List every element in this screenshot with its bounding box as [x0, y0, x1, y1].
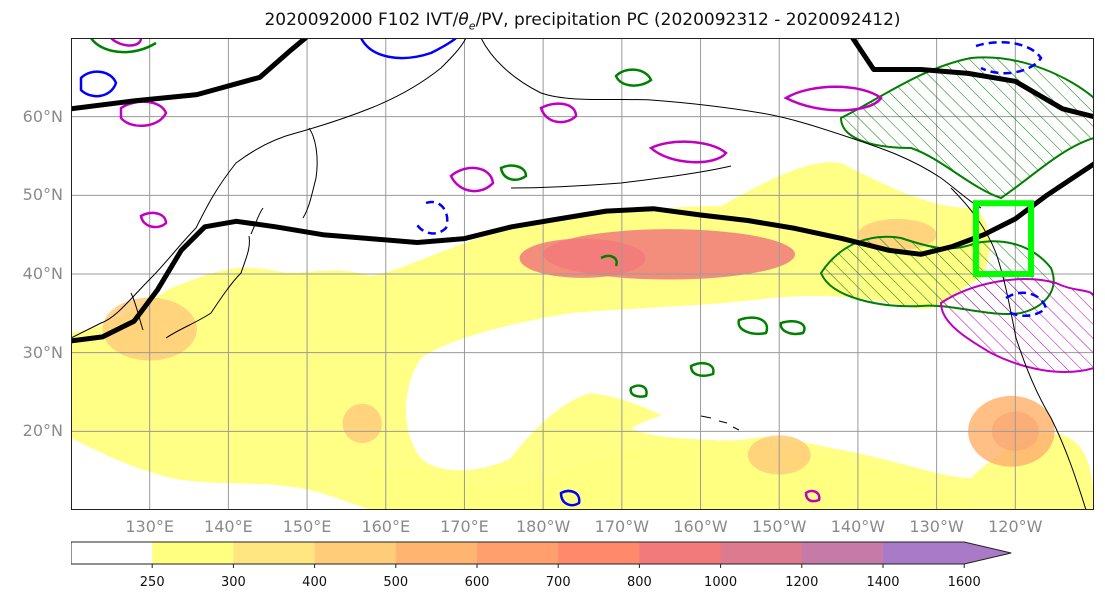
- lat-label: 40°N: [22, 264, 63, 283]
- japan: [165, 207, 264, 339]
- target-region-box: [972, 200, 1035, 277]
- lon-label: 120°W: [988, 517, 1043, 536]
- precip-contour-bering: [539, 102, 578, 124]
- colorbar-tick-label: 1200: [785, 575, 819, 590]
- lon-label: 170°W: [594, 517, 650, 536]
- colorbar-segment: [233, 542, 316, 564]
- colorbar-segment: [720, 542, 803, 564]
- ivt-colorbar: [71, 541, 1012, 568]
- theta-contour-small5: [600, 254, 618, 267]
- asia-coast: [71, 38, 467, 339]
- ivt-shading: [71, 162, 1094, 510]
- pv-contour-ne: [975, 40, 1043, 75]
- precip-hatch-coast: [939, 278, 1094, 374]
- ivt-west-corner: [71, 268, 113, 330]
- lat-label: 60°N: [22, 106, 63, 126]
- colorbar-tick-label: 700: [545, 575, 571, 590]
- colorbar-outline: [71, 541, 1012, 565]
- alaska-coast: [480, 38, 982, 209]
- precip-contour-alaska: [783, 85, 883, 112]
- hawaii: [700, 415, 740, 431]
- jet-axis-north: [71, 38, 310, 112]
- colorbar-segment: [639, 542, 722, 564]
- theta-contour-small1: [689, 362, 715, 377]
- colorbar-tick-label: 1400: [866, 575, 900, 590]
- ivt-low-east: [371, 443, 971, 510]
- aleutians: [510, 165, 732, 189]
- coastlines: [71, 38, 1087, 510]
- theta-contour-north: [614, 68, 653, 87]
- colorbar-segment: [883, 542, 965, 564]
- precip-contours: [110, 38, 883, 503]
- colorbar-tick-label: 600: [464, 575, 490, 590]
- map-panel: [71, 38, 1094, 510]
- lon-label: 150°W: [752, 517, 807, 536]
- colorbar-tick-label: 1600: [947, 575, 981, 590]
- precip-contour-nw: [110, 38, 143, 47]
- pv-contour-nw: [79, 70, 118, 98]
- lon-label: 180°W: [515, 517, 571, 536]
- lon-label: 130°W: [909, 517, 964, 536]
- lon-label: 130°E: [125, 517, 175, 536]
- pv-contour-n: [359, 38, 457, 60]
- theta-contours: [89, 38, 806, 398]
- theta-hatch-alaska: [839, 56, 1094, 200]
- colorbar-tick-label: 1000: [704, 575, 738, 590]
- pv-contour-small: [559, 489, 581, 507]
- korea: [130, 292, 144, 331]
- map-canvas: [71, 38, 1094, 510]
- ivt-clear-south: [71, 438, 371, 510]
- colorbar-tick-label: 500: [383, 575, 409, 590]
- jet-axis-line: [71, 161, 1094, 344]
- lon-label: 140°E: [204, 517, 253, 536]
- lon-label: 170°E: [440, 517, 489, 536]
- lat-label: 50°N: [22, 185, 63, 205]
- ivt-maximum-1: [519, 238, 646, 278]
- colorbar-segment: [477, 542, 559, 564]
- colorbar-tick-label: 300: [220, 575, 246, 590]
- na-west-coast: [950, 187, 1087, 510]
- map-title: 2020092000 F102 IVT/θe/PV, precipitation…: [264, 10, 901, 33]
- colorbar-segment: [801, 542, 884, 564]
- kamchatka: [302, 127, 318, 219]
- theta-contour-small4: [629, 384, 648, 398]
- lat-label: 20°N: [22, 421, 63, 441]
- lon-label: 150°E: [282, 517, 332, 536]
- colorbar-segment: [71, 542, 153, 564]
- pv-contour-coast: [1005, 291, 1048, 317]
- colorbar-segment: [395, 542, 478, 564]
- colorbar-segment: [314, 542, 397, 564]
- colorbar-extend-arrow: [964, 542, 1012, 564]
- colorbar-tick-label: 800: [626, 575, 652, 590]
- colorbar-tick-label: 400: [302, 575, 328, 590]
- ivt-band-west: [71, 162, 1094, 510]
- lon-label: 140°W: [830, 517, 886, 536]
- lon-label: 160°E: [361, 517, 411, 536]
- colorbar-segment: [558, 542, 640, 564]
- precip-contour-west: [139, 211, 168, 229]
- theta-contour-mid: [499, 164, 528, 181]
- precip-contour-kamchatka: [119, 100, 168, 127]
- theta-contour-small3: [779, 319, 806, 336]
- colorbar-segment: [152, 542, 234, 564]
- precip-contour-east: [648, 140, 728, 164]
- precip-contour-hi: [804, 489, 821, 503]
- pv-contours: [79, 38, 1048, 507]
- colorbar-tick-label: 250: [139, 575, 165, 590]
- jet-axis-north-east: [849, 38, 1094, 120]
- ivt-maximum-5: [342, 403, 382, 444]
- ivt-clear-hawaii: [631, 407, 777, 441]
- lat-label: 30°N: [22, 342, 63, 362]
- lon-label: 160°W: [673, 517, 728, 536]
- theta-contour-nw: [89, 38, 157, 54]
- pv-contour-dashed: [414, 200, 449, 235]
- precip-contour-aleutian: [449, 166, 495, 193]
- theta-contour-small2: [737, 316, 769, 335]
